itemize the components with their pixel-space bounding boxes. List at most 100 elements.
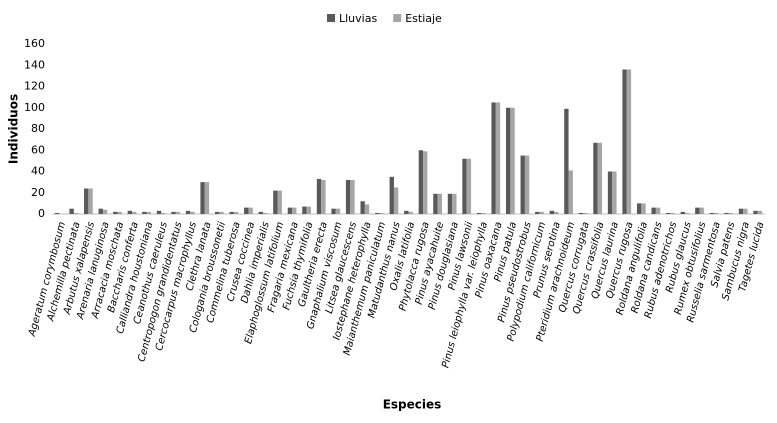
y-tick-label: 100 xyxy=(24,101,45,114)
bar xyxy=(171,211,176,214)
bar xyxy=(335,208,341,214)
bar xyxy=(287,207,293,214)
bar xyxy=(146,211,151,214)
bar xyxy=(273,190,278,214)
bar xyxy=(491,102,496,214)
bar xyxy=(753,210,758,214)
y-tick-label: 20 xyxy=(31,186,45,199)
bar xyxy=(258,211,263,214)
bar xyxy=(185,210,191,214)
bar xyxy=(535,211,540,214)
bar xyxy=(714,212,719,214)
bar xyxy=(113,211,118,214)
y-tick-label: 120 xyxy=(24,80,45,93)
bar xyxy=(127,210,133,214)
bar xyxy=(655,207,661,214)
bar xyxy=(505,107,511,214)
bar xyxy=(757,210,763,214)
bar xyxy=(350,180,355,214)
y-tick-label: 160 xyxy=(24,37,45,50)
bar xyxy=(709,212,715,214)
bar xyxy=(699,207,704,214)
bar xyxy=(597,142,603,214)
bar xyxy=(393,187,399,214)
bar xyxy=(549,210,555,214)
y-tick-label: 80 xyxy=(31,122,45,135)
bar xyxy=(142,211,147,214)
bar xyxy=(262,212,268,214)
legend-label: Estiaje xyxy=(405,12,442,25)
bar xyxy=(728,212,733,214)
bar xyxy=(408,211,413,214)
bar xyxy=(248,207,253,214)
bar xyxy=(156,210,162,214)
bar xyxy=(84,188,89,214)
bar xyxy=(684,212,690,214)
bar xyxy=(452,193,457,214)
bar xyxy=(190,211,195,214)
bar xyxy=(54,212,60,214)
bar xyxy=(476,212,482,214)
bar xyxy=(743,208,748,214)
bar xyxy=(302,206,307,214)
bar xyxy=(466,158,472,214)
bar xyxy=(404,210,409,214)
bar xyxy=(423,151,428,214)
bar xyxy=(244,207,249,214)
bar xyxy=(738,208,744,214)
bar xyxy=(117,211,122,214)
bar xyxy=(345,180,351,214)
bar xyxy=(375,212,380,214)
bar xyxy=(622,69,627,214)
bar xyxy=(98,208,103,214)
bar xyxy=(462,158,467,214)
x-axis-title: Especies xyxy=(383,398,442,412)
bar xyxy=(524,155,530,214)
bar xyxy=(539,211,544,214)
bar xyxy=(161,212,166,214)
bar xyxy=(578,212,584,214)
bar xyxy=(316,178,322,214)
legend-swatch xyxy=(393,14,402,22)
bar xyxy=(554,211,559,214)
y-tick-label: 60 xyxy=(31,143,45,156)
bar xyxy=(69,208,74,214)
bar xyxy=(418,150,424,214)
bar xyxy=(233,211,239,214)
bar xyxy=(651,207,656,214)
y-axis-title: Individuos xyxy=(7,94,21,164)
bar xyxy=(636,203,642,214)
bar xyxy=(102,209,108,214)
bar xyxy=(73,212,79,214)
bar xyxy=(520,155,525,214)
bar xyxy=(331,208,336,214)
bar xyxy=(132,211,137,214)
bar xyxy=(447,193,453,214)
bar xyxy=(292,207,297,214)
bar xyxy=(670,212,675,214)
bar xyxy=(229,211,234,214)
bar xyxy=(626,69,632,214)
bar xyxy=(200,182,205,214)
bar xyxy=(437,193,442,214)
bar xyxy=(175,211,181,214)
bar xyxy=(88,188,93,214)
bar xyxy=(583,212,588,214)
bar xyxy=(321,180,326,214)
bar xyxy=(568,170,573,214)
bar xyxy=(306,206,312,214)
bar xyxy=(607,171,613,214)
bar xyxy=(214,211,220,214)
bar xyxy=(389,176,394,214)
bar xyxy=(495,102,501,214)
bar xyxy=(277,190,282,214)
y-tick-label: 0 xyxy=(38,207,45,220)
bar xyxy=(510,107,515,214)
bar xyxy=(680,211,685,214)
legend-label: Lluvias xyxy=(339,12,377,25)
bar xyxy=(695,207,700,214)
bar xyxy=(219,211,224,214)
bar xyxy=(364,204,370,214)
legend-swatch xyxy=(327,14,335,22)
